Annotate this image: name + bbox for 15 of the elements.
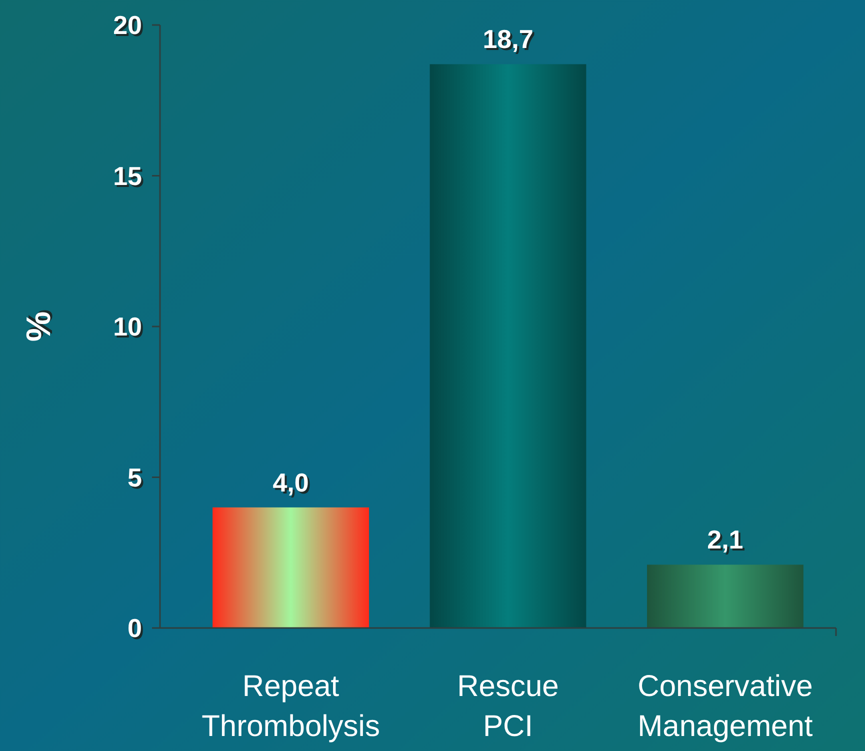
bar (430, 64, 586, 628)
y-tick-label: 10 (113, 312, 142, 342)
bar (212, 507, 369, 628)
bar (647, 564, 804, 628)
x-tick-label: Conservative Management (638, 670, 814, 743)
x-tick-label: Rescue PCI (457, 670, 559, 743)
y-tick-label: 15 (113, 160, 142, 191)
x-tick-label: Repeat Thrombolysis (202, 670, 380, 743)
data-label: 4,0 (272, 467, 309, 498)
y-tick-label: 5 (128, 462, 142, 492)
y-axis-title: % (20, 311, 58, 342)
y-tick-label: 0 (128, 613, 142, 644)
y-tick-label: 20 (113, 10, 142, 40)
data-label: 2,1 (707, 524, 744, 555)
data-label: 18,7 (482, 24, 534, 54)
